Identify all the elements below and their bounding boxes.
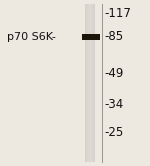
Text: p70 S6K-: p70 S6K-: [7, 32, 56, 42]
Bar: [88, 4, 89, 162]
Text: -25: -25: [105, 126, 124, 139]
Bar: [93, 4, 94, 162]
Bar: [82, 34, 99, 40]
Bar: [89, 4, 90, 162]
Bar: [91, 4, 92, 162]
Text: -85: -85: [105, 30, 124, 43]
Bar: [94, 4, 95, 162]
Bar: [90, 4, 91, 162]
Bar: [92, 4, 93, 162]
Text: -117: -117: [105, 7, 132, 20]
Text: -49: -49: [105, 67, 124, 80]
Bar: [85, 4, 86, 162]
Bar: [87, 4, 88, 162]
Text: -34: -34: [105, 98, 124, 111]
Bar: [86, 4, 87, 162]
